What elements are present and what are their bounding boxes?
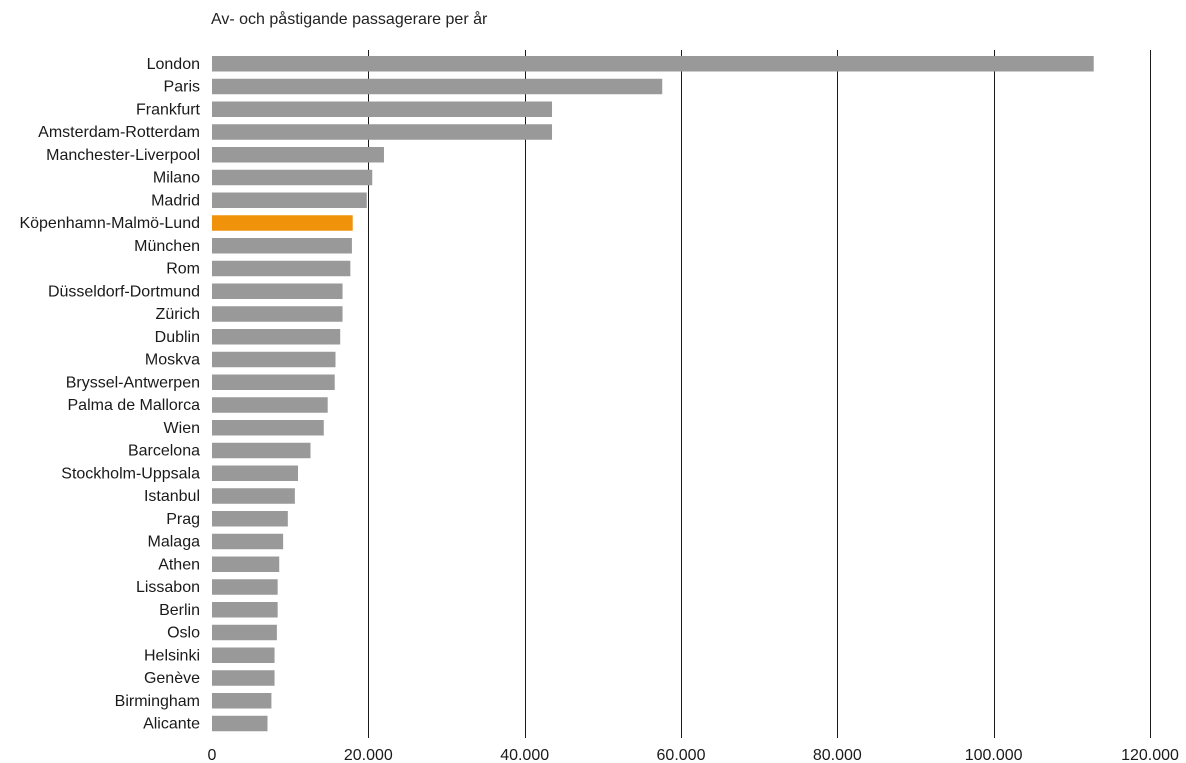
category-label: München bbox=[134, 238, 200, 255]
x-tick-label: 100.000 bbox=[965, 747, 1023, 763]
chart-title: Av- och påstigande passagerare per år bbox=[211, 11, 488, 28]
category-label: Amsterdam-Rotterdam bbox=[38, 124, 200, 141]
category-label: Berlin bbox=[159, 602, 200, 619]
bar bbox=[212, 169, 373, 186]
x-tick-label: 0 bbox=[208, 747, 217, 763]
bar bbox=[212, 215, 353, 231]
category-label: Wien bbox=[164, 420, 200, 437]
bar bbox=[212, 715, 268, 732]
category-label: Oslo bbox=[167, 625, 200, 642]
category-label: Manchester-Liverpool bbox=[46, 147, 200, 164]
bar bbox=[212, 533, 284, 550]
category-label: Rom bbox=[166, 261, 200, 278]
bar bbox=[212, 397, 328, 413]
category-label: Dublin bbox=[155, 329, 200, 346]
grid-lines bbox=[368, 50, 1151, 738]
category-label: Bryssel-Antwerpen bbox=[66, 374, 200, 391]
category-label: Zürich bbox=[156, 306, 200, 323]
category-label: Madrid bbox=[151, 192, 200, 209]
bar bbox=[212, 647, 275, 663]
category-label: Lissabon bbox=[136, 579, 200, 596]
bar bbox=[212, 124, 553, 140]
bar bbox=[212, 101, 553, 117]
category-label: Alicante bbox=[143, 716, 200, 733]
category-label: Prag bbox=[166, 511, 200, 528]
bar bbox=[212, 511, 288, 527]
bar bbox=[212, 670, 275, 686]
x-axis-tick-labels: 0 20.000 40.000 60.000 80.000 100.000 120.000 bbox=[208, 747, 1179, 763]
bar bbox=[212, 556, 280, 572]
x-tick-label: 40.000 bbox=[500, 747, 549, 763]
category-label: Athen bbox=[158, 556, 200, 573]
bar bbox=[212, 602, 278, 618]
category-label: Malaga bbox=[148, 534, 201, 551]
bars bbox=[212, 56, 1094, 732]
bar bbox=[212, 442, 311, 459]
category-label: Frankfurt bbox=[136, 101, 201, 118]
category-label: Köpenhamn-Malmö-Lund bbox=[19, 215, 200, 232]
x-tick-label: 120.000 bbox=[1121, 747, 1179, 763]
bar bbox=[212, 579, 278, 595]
bar bbox=[212, 465, 298, 481]
category-label: Genève bbox=[144, 670, 200, 687]
bar bbox=[212, 374, 335, 390]
x-tick-label: 20.000 bbox=[344, 747, 393, 763]
bar bbox=[212, 78, 663, 95]
x-tick-label: 80.000 bbox=[813, 747, 862, 763]
category-label: Istanbul bbox=[144, 488, 200, 505]
bar bbox=[212, 488, 295, 504]
bar bbox=[212, 56, 1094, 72]
bar bbox=[212, 147, 384, 163]
category-label: Paris bbox=[164, 79, 200, 96]
bar bbox=[212, 693, 272, 709]
category-label: Palma de Mallorca bbox=[68, 397, 201, 414]
bar bbox=[212, 283, 343, 299]
category-label: London bbox=[147, 56, 200, 73]
bar bbox=[212, 192, 367, 208]
bar bbox=[212, 420, 324, 436]
category-label: Stockholm-Uppsala bbox=[61, 465, 200, 482]
bar bbox=[212, 238, 352, 254]
bar bbox=[212, 260, 351, 277]
category-label: Barcelona bbox=[128, 443, 200, 460]
category-label: Düsseldorf-Dortmund bbox=[48, 283, 200, 300]
bar bbox=[212, 351, 336, 368]
bar bbox=[212, 624, 277, 641]
category-label: Birmingham bbox=[115, 693, 200, 710]
category-label: Milano bbox=[153, 170, 200, 187]
category-label: Helsinki bbox=[144, 647, 200, 664]
bar bbox=[212, 329, 341, 345]
category-label: Moskva bbox=[145, 352, 200, 369]
x-tick-label: 60.000 bbox=[657, 747, 706, 763]
bar bbox=[212, 306, 343, 322]
category-labels: London Paris Frankfurt Amsterdam-Rotterdam M… bbox=[19, 56, 200, 733]
